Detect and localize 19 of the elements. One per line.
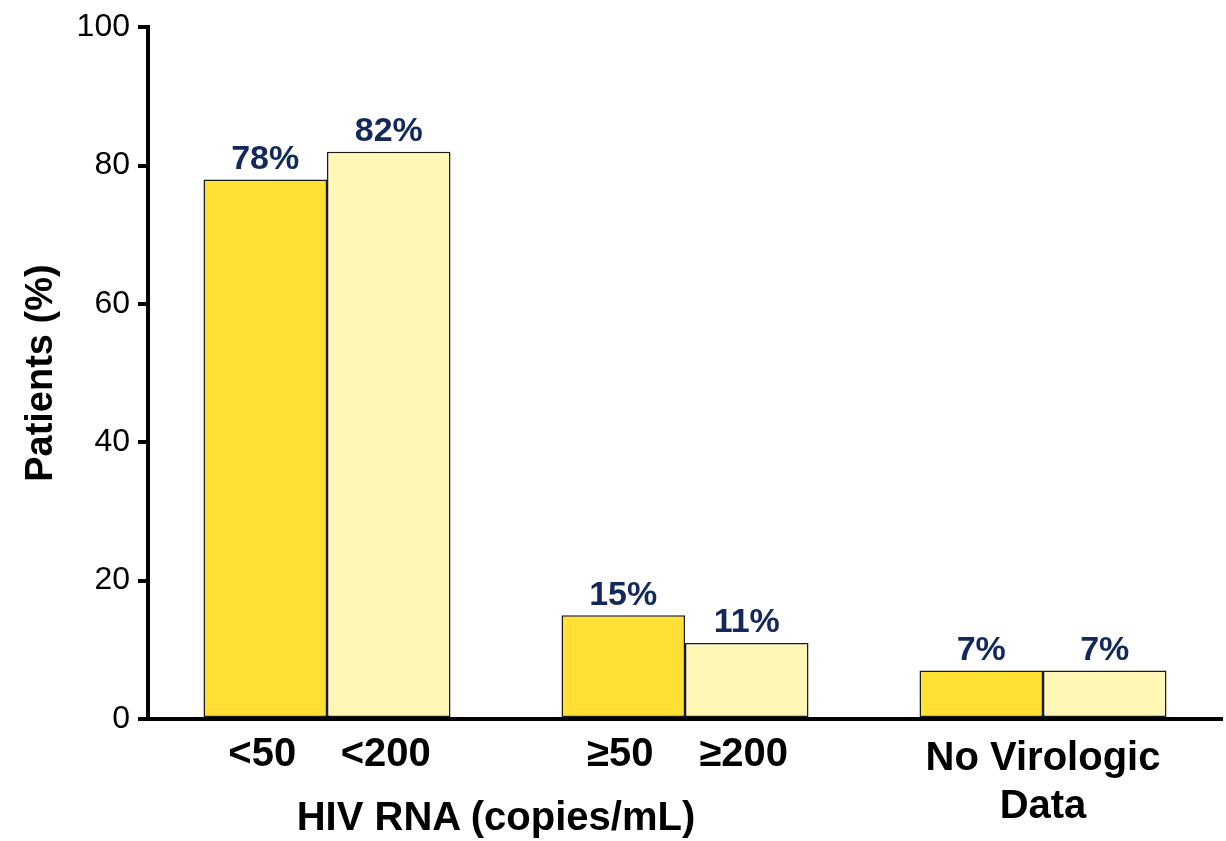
y-tick-label: 40	[94, 422, 130, 459]
y-tick-label: 20	[94, 560, 130, 597]
text: ≥50	[587, 730, 654, 775]
text: <50	[228, 730, 297, 775]
data-label: 82%	[354, 110, 423, 149]
data-label: 11%	[713, 601, 780, 640]
data-label: 7%	[1080, 628, 1130, 667]
y-tick-label: 0	[112, 698, 130, 735]
x-tick-label: No Virologic Data	[925, 734, 1161, 827]
data-label: 78%	[231, 137, 300, 176]
data-label: 7%	[956, 628, 1006, 667]
x-axis-title: HIV RNA (copies/mL)	[296, 794, 696, 839]
data-label: 15%	[589, 573, 658, 612]
text: ≥200	[699, 730, 789, 775]
y-tick-label: 80	[94, 145, 130, 182]
y-tick-label: 100	[76, 7, 130, 44]
y-tick-label: 60	[94, 283, 130, 320]
y-axis-title: Patients (%)	[18, 264, 61, 482]
text: <200	[340, 730, 431, 775]
